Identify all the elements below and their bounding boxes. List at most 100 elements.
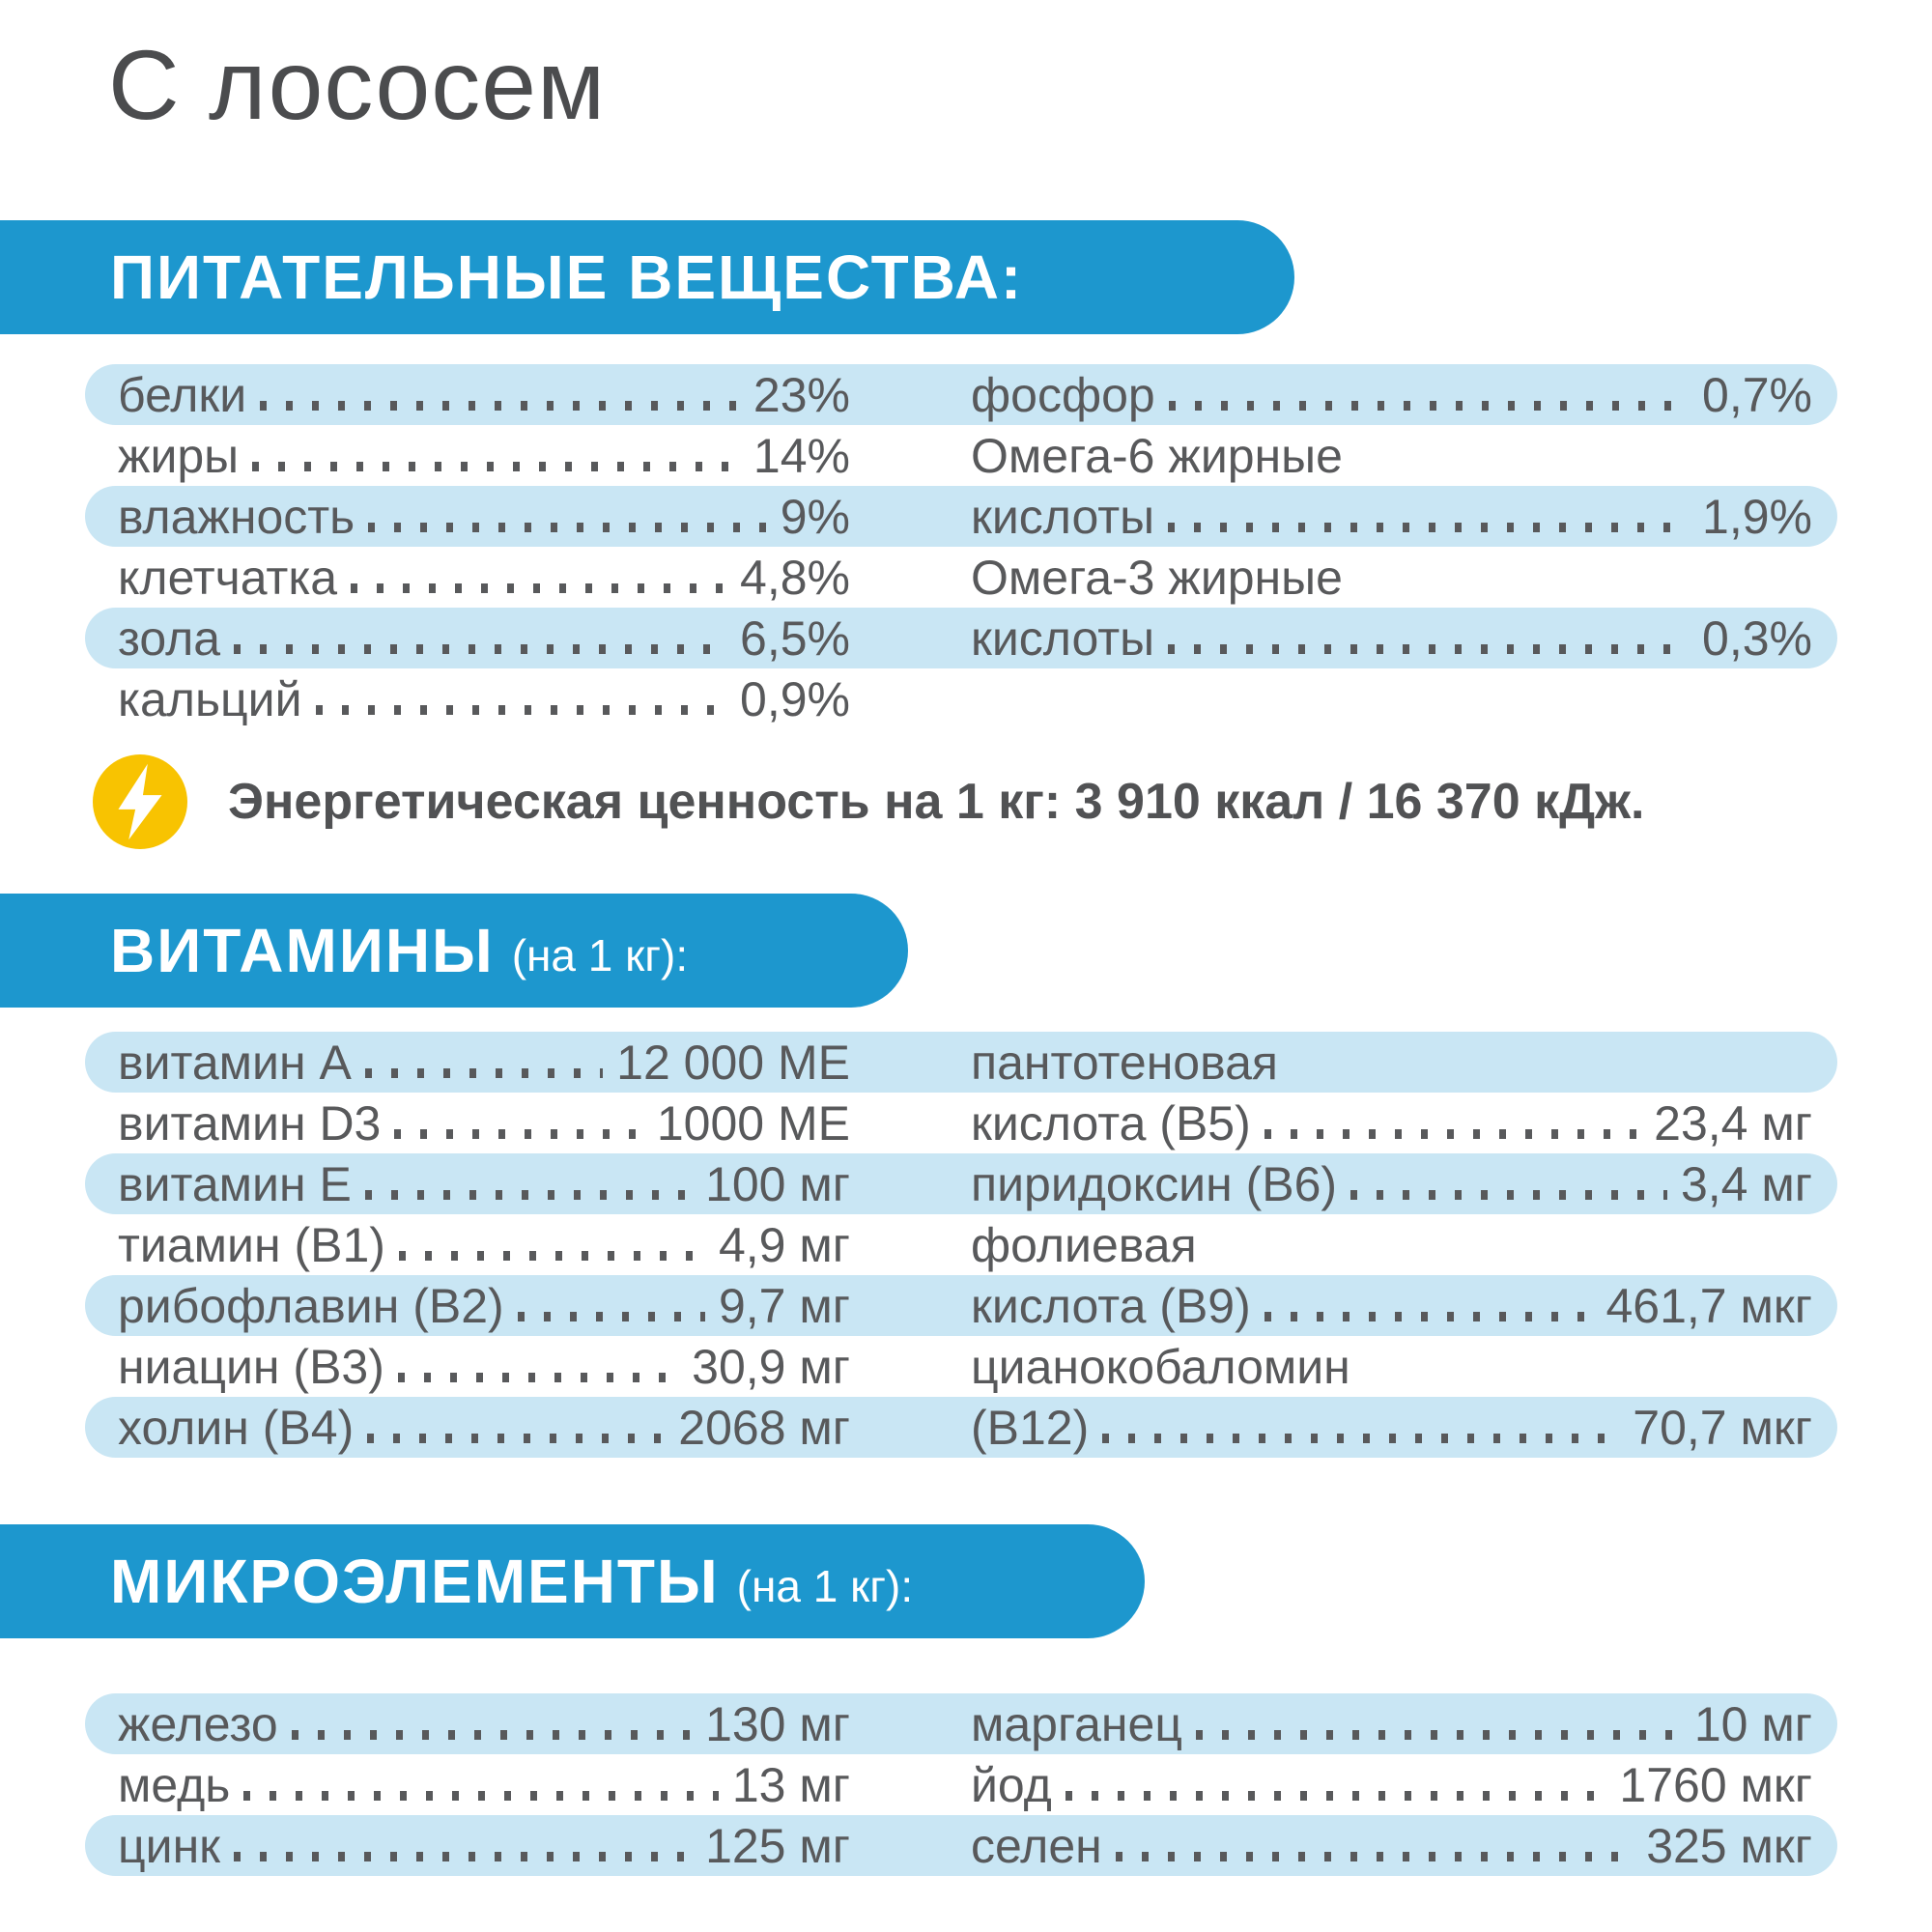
dot-leader	[1102, 1433, 1620, 1443]
section-header-unit: (на 1 кг):	[736, 1561, 914, 1611]
nutrient-cell-right: фолиевая	[971, 1219, 1837, 1271]
nutrient-cell-right: (В12) 70,7 мкг	[971, 1402, 1837, 1454]
nutrient-cell-left: медь 13 мг	[85, 1759, 850, 1811]
nutrient-label: кислота (В9)	[971, 1278, 1251, 1333]
nutrient-cell-left: витамин D3 1000 МЕ	[85, 1097, 850, 1150]
nutrient-label: марганец	[971, 1696, 1182, 1751]
dot-leader	[1196, 1729, 1681, 1740]
section-header-label: МИКРОЭЛЕМЕНТЫ	[110, 1547, 720, 1616]
nutrient-cell-right: Омега-3 жирные	[971, 552, 1837, 604]
nutrient-value: 325 мкг	[1646, 1818, 1812, 1873]
dot-leader	[252, 461, 740, 471]
nutrient-cell-left: холин (В4) 2068 мг	[85, 1402, 850, 1454]
table-row: железо 130 мг марганец 10 мг	[85, 1693, 1837, 1754]
nutrient-label: кислоты	[971, 611, 1155, 666]
nutrient-cell-left: витамин А 12 000 МЕ	[85, 1037, 850, 1089]
energy-value: Энергетическая ценность на 1 кг: 3 910 к…	[228, 774, 1645, 830]
dot-leader	[367, 1433, 666, 1443]
nutrient-value: 125 мг	[705, 1818, 850, 1873]
table-row: витамин А 12 000 МЕ пантотеновая	[85, 1032, 1837, 1093]
nutrient-cell-right: кислота (В9) 461,7 мкг	[971, 1280, 1837, 1332]
dot-leader	[1168, 400, 1690, 411]
nutrient-label: холин (В4)	[118, 1400, 355, 1455]
table-row: клетчатка 4,8% Омега-3 жирные	[85, 547, 1837, 608]
nutrient-value: 0,3%	[1702, 611, 1812, 666]
table-row: витамин D3 1000 МЕ кислота (В5) 23,4 мг	[85, 1093, 1837, 1153]
nutrient-cell-left: железо 130 мг	[85, 1698, 850, 1750]
section-header-label: ПИТАТЕЛЬНЫЕ ВЕЩЕСТВА:	[110, 242, 1024, 312]
nutrient-value: 0,9%	[740, 671, 850, 726]
nutrient-label: белки	[118, 367, 247, 422]
nutrient-value: 9,7 мг	[718, 1278, 850, 1333]
dot-leader	[364, 1189, 693, 1200]
section-header-trace-elements: МИКРОЭЛЕМЕНТЫ (на 1 кг):	[0, 1524, 1145, 1638]
nutrient-value: 6,5%	[740, 611, 850, 666]
lightning-icon	[93, 754, 187, 849]
nutrient-label: (В12)	[971, 1400, 1090, 1455]
dot-leader	[315, 704, 727, 715]
nutrient-label: цинк	[118, 1818, 221, 1873]
table-row: медь 13 мг йод 1760 мкг	[85, 1754, 1837, 1815]
nutrient-cell-left: тиамин (В1) 4,9 мг	[85, 1219, 850, 1271]
nutrient-label: витамин Е	[118, 1156, 352, 1211]
nutrient-cell-left: зола 6,5%	[85, 612, 850, 665]
nutrient-label: Омега-3 жирные	[971, 550, 1343, 605]
nutrient-cell-left: рибофлавин (В2) 9,7 мг	[85, 1280, 850, 1332]
table-row: влажность 9% кислоты 1,9%	[85, 486, 1837, 547]
nutrient-cell-right: цианокобаломин	[971, 1341, 1837, 1393]
section-header-label: ВИТАМИНЫ	[110, 916, 495, 985]
vitamins-table: витамин А 12 000 МЕ пантотеновая витамин D3…	[85, 1032, 1837, 1458]
nutrient-cell-left: цинк 125 мг	[85, 1820, 850, 1872]
table-row: витамин Е 100 мг пиридоксин (В6) 3,4 мг	[85, 1153, 1837, 1214]
table-row: холин (В4) 2068 мг (В12) 70,7 мкг	[85, 1397, 1837, 1458]
nutrient-label: тиамин (В1)	[118, 1217, 385, 1272]
nutrient-cell-right: марганец 10 мг	[971, 1698, 1837, 1750]
nutrient-label: фосфор	[971, 367, 1155, 422]
nutrient-label: пиридоксин (В6)	[971, 1156, 1338, 1211]
nutrient-value: 3,4 мг	[1680, 1156, 1812, 1211]
nutrient-cell-right: кислоты 0,3%	[971, 612, 1837, 665]
nutrient-cell-right: фосфор 0,7%	[971, 369, 1837, 421]
dot-leader	[234, 643, 727, 654]
nutrient-cell-right: кислоты 1,9%	[971, 491, 1837, 543]
nutrient-label: витамин D3	[118, 1095, 382, 1151]
nutrient-cell-left: ниацин (В3) 30,9 мг	[85, 1341, 850, 1393]
nutrient-value: 30,9 мг	[692, 1339, 850, 1394]
dot-leader	[291, 1729, 693, 1740]
nutrient-value: 9%	[780, 489, 850, 544]
dot-leader	[1065, 1790, 1606, 1801]
table-row: кальций 0,9%	[85, 668, 1837, 729]
section-header-nutrients: ПИТАТЕЛЬНЫЕ ВЕЩЕСТВА:	[0, 220, 1294, 334]
dot-leader	[1168, 522, 1690, 532]
nutrient-value: 10 мг	[1693, 1696, 1812, 1751]
nutrient-value: 70,7 мкг	[1633, 1400, 1812, 1455]
dot-leader	[1264, 1311, 1593, 1321]
dot-leader	[351, 582, 727, 593]
energy-row: Энергетическая ценность на 1 кг: 3 910 к…	[93, 752, 1644, 852]
nutrient-value: 4,9 мг	[718, 1217, 850, 1272]
table-row: зола 6,5% кислоты 0,3%	[85, 608, 1837, 668]
nutrient-label: медь	[118, 1757, 231, 1812]
nutrient-cell-left: кальций 0,9%	[85, 673, 850, 725]
section-header-unit: (на 1 кг):	[511, 930, 689, 980]
dot-leader	[234, 1851, 693, 1861]
nutrient-label: йод	[971, 1757, 1052, 1812]
nutrient-cell-right: йод 1760 мкг	[971, 1759, 1837, 1811]
dot-leader	[1115, 1851, 1634, 1861]
nutrient-cell-left: жиры 14%	[85, 430, 850, 482]
nutrient-label: цианокобаломин	[971, 1339, 1350, 1394]
section-header-vitamins: ВИТАМИНЫ (на 1 кг):	[0, 894, 908, 1008]
dot-leader	[260, 400, 740, 411]
trace-elements-table: железо 130 мг марганец 10 мг медь 13 мг йод 176…	[85, 1693, 1837, 1876]
nutrient-label: кальций	[118, 671, 302, 726]
dot-leader	[368, 522, 767, 532]
nutrient-value: 2068 мг	[678, 1400, 850, 1455]
nutrient-cell-right: Омега-6 жирные	[971, 430, 1837, 482]
nutrient-cell-right: селен 325 мкг	[971, 1820, 1837, 1872]
dot-leader	[1168, 643, 1690, 654]
nutrient-cell-right: пиридоксин (В6) 3,4 мг	[971, 1158, 1837, 1210]
nutrient-label: жиры	[118, 428, 240, 483]
nutrient-value: 14%	[753, 428, 850, 483]
nutrient-label: кислоты	[971, 489, 1155, 544]
